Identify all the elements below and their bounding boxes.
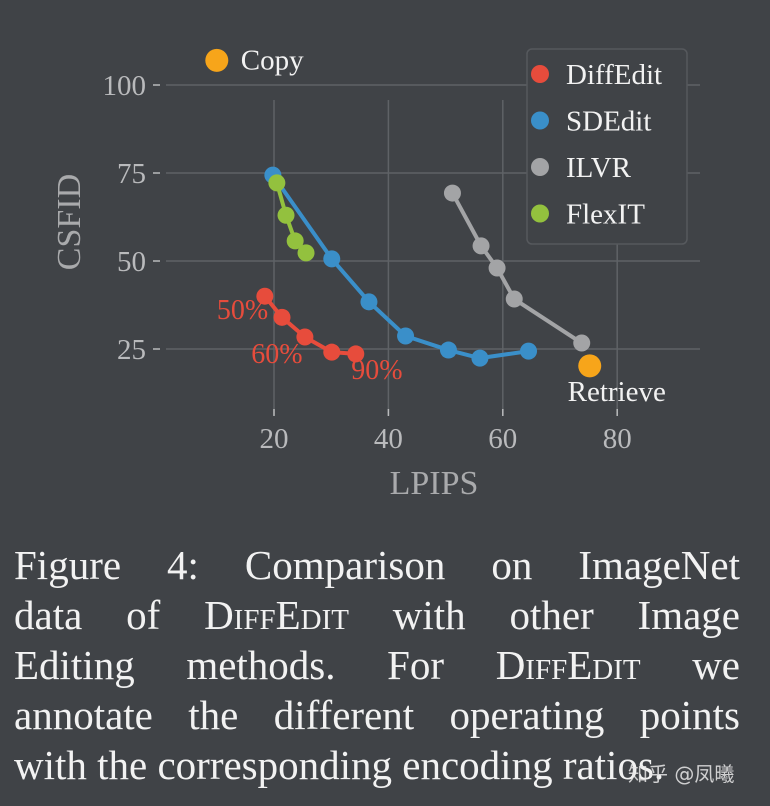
series-flexit	[268, 174, 315, 262]
legend-marker	[531, 111, 549, 130]
data-point	[488, 259, 506, 277]
x-tick-label: 80	[603, 423, 632, 455]
annotation-label: Retrieve	[568, 376, 666, 408]
caption-line: data of DiffEdit with other Image	[14, 590, 740, 640]
data-point	[268, 174, 286, 192]
data-point	[273, 308, 291, 326]
data-series: 50% 60% 90%	[217, 166, 591, 386]
scatter-line-chart: 25 50 75 100 20 40 60 80 50% 60% 90% Copy Retriev…	[51, 44, 700, 502]
caption-line: annotate the different operating points	[14, 690, 740, 740]
legend-label: ILVR	[566, 152, 632, 184]
annotation-copy: Copy	[205, 44, 304, 76]
annotations: Copy Retrieve	[205, 44, 666, 408]
watermark: 知乎 @凤曦	[628, 762, 735, 786]
caption-line: Editing methods. For DiffEdit we	[14, 640, 740, 690]
caption-text: data of	[14, 592, 205, 638]
caption-line: with the corresponding encoding ratios.	[14, 740, 740, 790]
legend-label: DiffEdit	[566, 59, 662, 91]
caption-line: Figure 4: Comparison on ImageNet	[14, 540, 740, 590]
data-point	[573, 334, 591, 352]
point-label: 90%	[351, 355, 402, 386]
caption-text: annotate the different operating points	[14, 692, 740, 738]
x-tick-label: 60	[488, 423, 517, 455]
series-sdedit	[264, 166, 538, 367]
method-name: DiffEdit	[204, 592, 349, 638]
series-diffedit: 50% 60% 90%	[217, 287, 403, 386]
y-tick-label: 25	[117, 334, 146, 366]
data-point	[277, 206, 295, 224]
legend-label: SDEdit	[566, 106, 651, 138]
annotation-retrieve: Retrieve	[568, 354, 666, 408]
data-point	[472, 237, 490, 255]
caption-text: Editing methods. For	[14, 642, 496, 688]
x-axis-label: LPIPS	[390, 465, 479, 502]
caption-text: with the corresponding encoding ratios.	[14, 742, 665, 788]
legend-item-ilvr: ILVR	[531, 152, 632, 184]
y-axis-ticks: 25 50 75 100	[103, 70, 160, 366]
caption-text: we	[640, 642, 740, 688]
data-point	[256, 287, 274, 305]
point-label: 60%	[251, 339, 302, 370]
legend: DiffEdit SDEdit ILVR FlexIT	[526, 48, 688, 245]
y-tick-label: 100	[103, 70, 147, 102]
series-ilvr	[443, 184, 591, 352]
data-point	[296, 328, 314, 346]
figure-caption: Figure 4: Comparison on ImageNet data of …	[14, 540, 740, 790]
legend-marker	[531, 204, 549, 223]
legend-item-diffedit: DiffEdit	[531, 59, 662, 91]
data-point	[520, 342, 538, 360]
legend-item-flexit: FlexIT	[531, 199, 645, 231]
legend-marker	[531, 65, 549, 83]
y-tick-label: 75	[117, 158, 146, 190]
data-point	[397, 327, 415, 345]
data-point	[360, 293, 378, 311]
annotation-marker	[205, 48, 229, 72]
caption-text: Figure 4: Comparison on ImageNet	[14, 542, 740, 588]
method-name: DiffEdit	[495, 642, 641, 688]
point-label: 50%	[217, 295, 268, 326]
data-point	[505, 290, 523, 308]
data-point	[347, 345, 365, 363]
x-tick-label: 20	[260, 423, 289, 455]
data-point	[286, 232, 304, 250]
data-point	[471, 349, 489, 367]
annotation-marker	[578, 354, 602, 378]
data-point	[323, 250, 341, 268]
data-point	[439, 341, 457, 359]
x-axis-ticks: 20 40 60 80	[260, 409, 632, 455]
x-tick-label: 40	[374, 423, 403, 455]
y-axis-label: CSFID	[51, 174, 88, 270]
data-point	[323, 343, 341, 361]
y-tick-label: 50	[117, 246, 146, 278]
annotation-label: Copy	[241, 44, 304, 76]
legend-item-sdedit: SDEdit	[531, 106, 651, 138]
legend-marker	[531, 158, 549, 176]
legend-box	[526, 48, 688, 245]
caption-text: with other Image	[348, 592, 740, 638]
legend-label: FlexIT	[566, 199, 645, 231]
data-point	[443, 184, 461, 202]
data-point	[297, 244, 315, 262]
